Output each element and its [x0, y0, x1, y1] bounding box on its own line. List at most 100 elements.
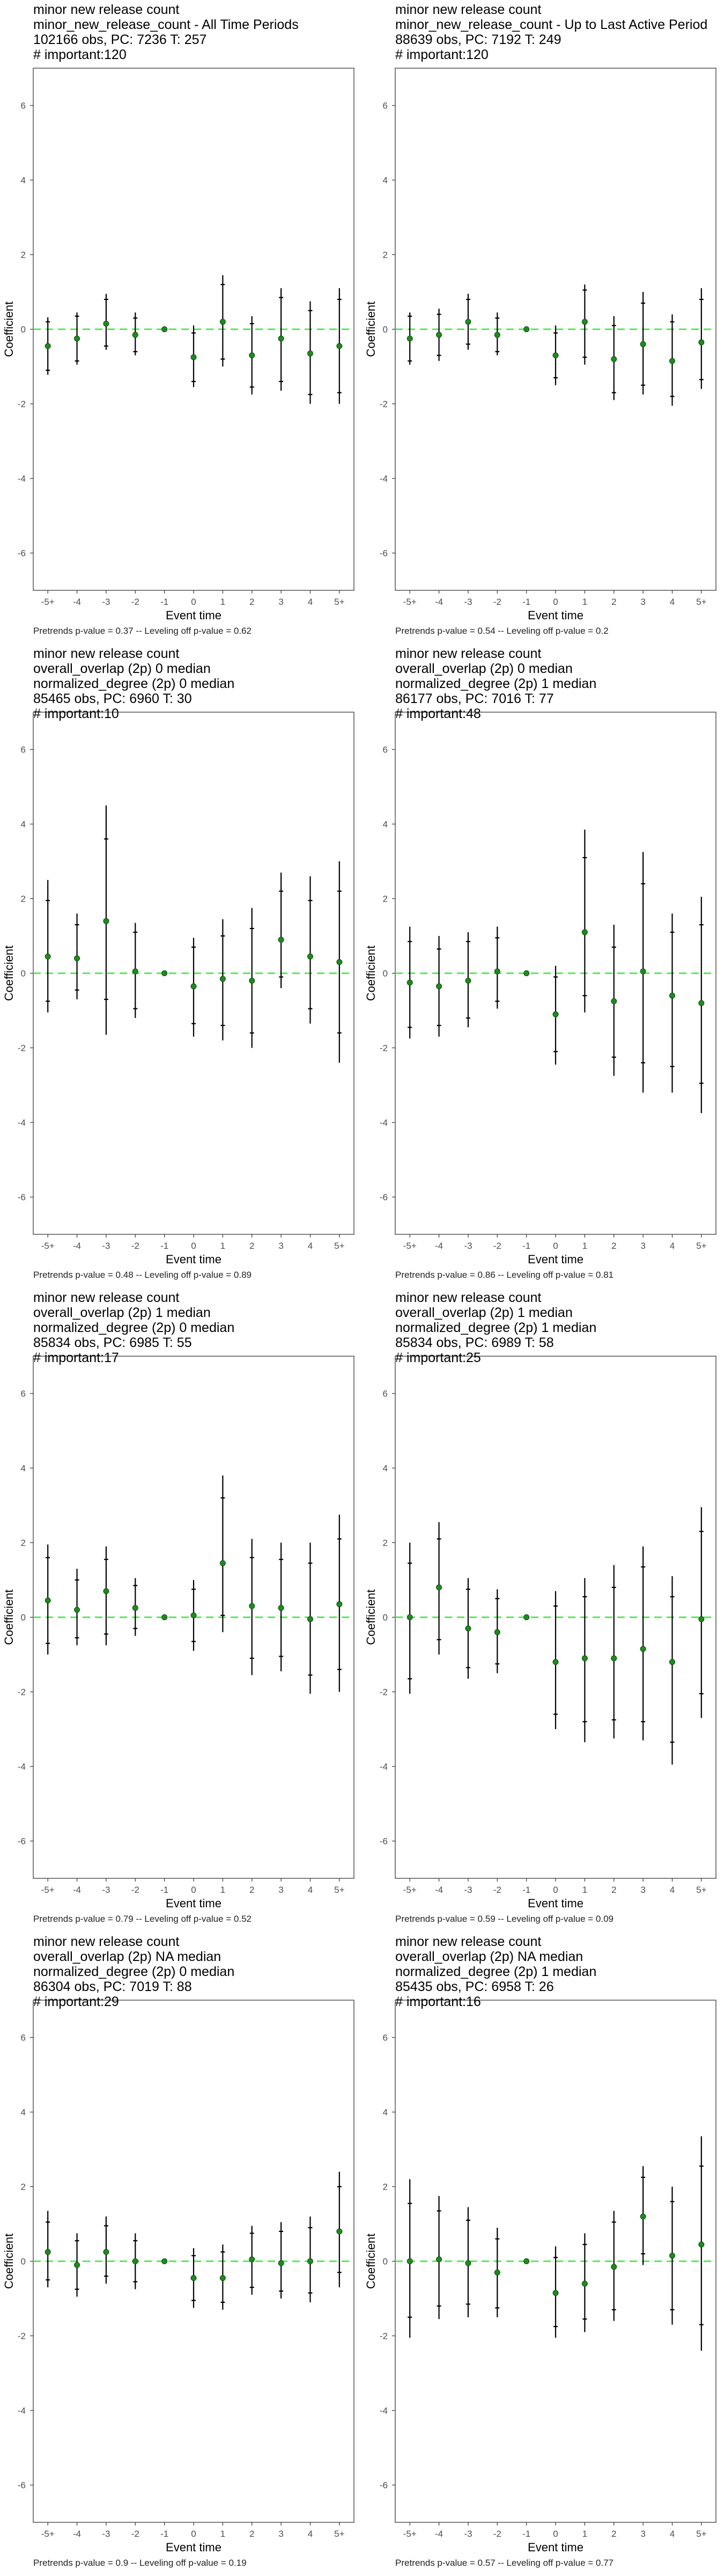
- x-axis-label: Event time: [528, 1897, 583, 1910]
- estimate-point: [336, 1601, 343, 1607]
- x-tick-label: 2: [611, 597, 616, 607]
- chart-title-line: 88639 obs, PC: 7192 T: 249: [395, 32, 562, 47]
- x-tick-label: -3: [464, 1241, 472, 1251]
- y-tick-label: 0: [383, 969, 388, 979]
- y-tick-label: 2: [21, 2182, 26, 2192]
- estimate-point: [307, 2258, 313, 2264]
- x-tick-label: 3: [640, 1241, 645, 1251]
- estimate-point: [190, 983, 197, 990]
- chart-title-line: minor new release count: [395, 2, 542, 17]
- chart-title-line: 86177 obs, PC: 7016 T: 77: [395, 691, 554, 706]
- chart-title-line: normalized_degree (2p) 1 median: [395, 1320, 597, 1335]
- estimate-point: [436, 332, 442, 338]
- estimate-point: [523, 2258, 530, 2264]
- x-tick-label: 4: [308, 2529, 313, 2539]
- x-tick-label: -3: [102, 1241, 110, 1251]
- y-tick-label: -4: [18, 1118, 26, 1128]
- x-tick-label: -3: [464, 2529, 472, 2539]
- x-tick-label: -4: [73, 2529, 81, 2539]
- estimate-point: [161, 326, 168, 332]
- chart-title-line: overall_overlap (2p) 1 median: [395, 1305, 573, 1320]
- x-tick-label: 1: [582, 2529, 587, 2539]
- estimate-point: [336, 343, 343, 349]
- pvalue-footer: Pretrends p-value = 0.54 -- Leveling off…: [395, 626, 609, 636]
- x-tick-label: 2: [611, 2529, 616, 2539]
- x-tick-label: 4: [670, 1241, 675, 1251]
- x-tick-label: 2: [611, 1885, 616, 1895]
- chart-title-line: overall_overlap (2p) NA median: [395, 1949, 583, 1964]
- estimate-point: [640, 341, 646, 347]
- estimate-point: [190, 2275, 197, 2281]
- estimate-point: [45, 343, 51, 349]
- estimate-point: [494, 1629, 500, 1635]
- y-tick-label: -2: [18, 2331, 26, 2341]
- estimate-point: [581, 929, 588, 935]
- estimate-point: [249, 2256, 255, 2263]
- y-tick-label: 2: [383, 250, 388, 260]
- y-tick-label: 4: [383, 819, 388, 830]
- estimate-point: [45, 2249, 51, 2255]
- x-tick-label: 1: [582, 1241, 587, 1251]
- estimate-point: [581, 2280, 588, 2287]
- estimate-point: [669, 358, 675, 364]
- chart-title-line: minor new release count: [395, 646, 542, 661]
- x-tick-label: 5+: [334, 597, 344, 607]
- x-tick-label: -2: [493, 1241, 501, 1251]
- estimate-point: [336, 959, 343, 965]
- y-tick-label: -4: [380, 2406, 388, 2416]
- estimate-point: [161, 970, 168, 976]
- x-tick-label: 0: [191, 1885, 196, 1895]
- y-tick-label: 6: [383, 1389, 388, 1399]
- y-tick-label: 0: [21, 1613, 26, 1623]
- estimate-point: [581, 1655, 588, 1662]
- pvalue-footer: Pretrends p-value = 0.9 -- Leveling off …: [33, 2558, 247, 2568]
- x-tick-label: 5+: [696, 2529, 706, 2539]
- chart-svg: -6 -4 -2 0 2 4 6 -5+ -4 -3 -2 -1 0 1 2 3 4 5+ Event time Co…: [2, 1356, 354, 1910]
- estimate-point: [407, 335, 413, 342]
- x-tick-label: 2: [249, 1241, 254, 1251]
- y-tick-label: 6: [21, 101, 26, 111]
- y-tick-label: 4: [21, 819, 26, 830]
- estimate-point: [103, 918, 109, 924]
- chart-title-line: 85834 obs, PC: 6989 T: 58: [395, 1335, 554, 1350]
- chart-title-line: normalized_degree (2p) 1 median: [395, 676, 597, 691]
- chart-panel-8: -6 -4 -2 0 2 4 6 -5+ -4 -3 -2 -1 0 1 2 3 4 5+ Event time Co…: [362, 1932, 724, 2576]
- estimate-point: [103, 1588, 109, 1594]
- y-tick-label: 2: [383, 1538, 388, 1548]
- estimate-point: [581, 319, 588, 325]
- chart-title-line: # important:16: [395, 1994, 481, 2009]
- chart-panel-3: -6 -4 -2 0 2 4 6 -5+ -4 -3 -2 -1 0 1 2 3 4 5+ Event time Co…: [0, 644, 362, 1288]
- x-axis-label: Event time: [166, 609, 221, 622]
- chart-title-line: overall_overlap (2p) NA median: [33, 1949, 221, 1964]
- x-tick-label: 3: [278, 597, 283, 607]
- x-tick-label: 4: [670, 597, 675, 607]
- y-tick-label: 6: [21, 2033, 26, 2043]
- estimate-point: [611, 2264, 617, 2270]
- pvalue-footer: Pretrends p-value = 0.48 -- Leveling off…: [33, 1270, 252, 1280]
- y-tick-label: -4: [380, 474, 388, 484]
- y-tick-label: 0: [383, 325, 388, 335]
- chart-panel-1: -6 -4 -2 0 2 4 6 -5+ -4 -3 -2 -1 0 1 2 3 4 5+ Event time Co…: [0, 0, 362, 644]
- estimate-point: [436, 2256, 442, 2263]
- chart-title-line: 85465 obs, PC: 6960 T: 30: [33, 691, 192, 706]
- y-tick-label: 2: [21, 1538, 26, 1548]
- x-tick-label: 0: [553, 2529, 558, 2539]
- chart-title-line: minor new release count: [395, 1290, 542, 1305]
- x-tick-label: 3: [278, 1241, 283, 1251]
- y-tick-label: -6: [380, 1836, 388, 1847]
- y-tick-label: 0: [383, 1613, 388, 1623]
- chart-title: minor new release count minor_new_release…: [395, 2, 707, 62]
- x-tick-label: -3: [102, 597, 110, 607]
- y-tick-label: 4: [383, 175, 388, 186]
- x-tick-label: -4: [73, 1241, 81, 1251]
- y-tick-label: -4: [18, 474, 26, 484]
- x-tick-label: 4: [670, 2529, 675, 2539]
- x-tick-label: 5+: [696, 597, 706, 607]
- y-tick-label: -2: [380, 2331, 388, 2341]
- estimate-point: [161, 2258, 168, 2264]
- estimate-point: [436, 1584, 442, 1591]
- chart-svg: -6 -4 -2 0 2 4 6 -5+ -4 -3 -2 -1 0 1 2 3 4 5+ Event time Co…: [2, 712, 354, 1266]
- x-tick-label: -1: [160, 1241, 168, 1251]
- y-tick-label: 4: [383, 2107, 388, 2118]
- chart-title: minor new release count overall_overlap (…: [395, 1290, 596, 1365]
